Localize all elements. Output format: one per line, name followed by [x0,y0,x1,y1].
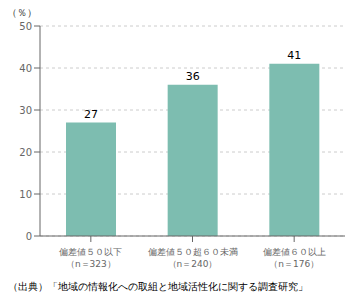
svg-text:（％）: （％） [8,7,37,18]
svg-text:10: 10 [19,189,32,200]
svg-text:偏差値５０超６０未満（n＝240）: 偏差値５０超６０未満（n＝240） [148,247,238,269]
svg-text:30: 30 [19,105,32,116]
svg-text:20: 20 [19,147,32,158]
svg-text:41: 41 [287,49,301,62]
svg-text:偏差値６０以上（n＝176）: 偏差値６０以上（n＝176） [263,247,326,269]
svg-text:36: 36 [186,70,200,83]
svg-text:偏差値５０以下（n＝323）: 偏差値５０以下（n＝323） [59,247,122,269]
html-text:（出典）「地域の情報化への取組と地域活性化に関する調査研究」: （出典）「地域の情報化への取組と地域活性化に関する調査研究」 [8,281,308,292]
svg-text:0: 0 [26,231,32,242]
svg-text:40: 40 [19,63,32,74]
svg-text:50: 50 [19,21,32,32]
svg-text:27: 27 [84,108,98,121]
